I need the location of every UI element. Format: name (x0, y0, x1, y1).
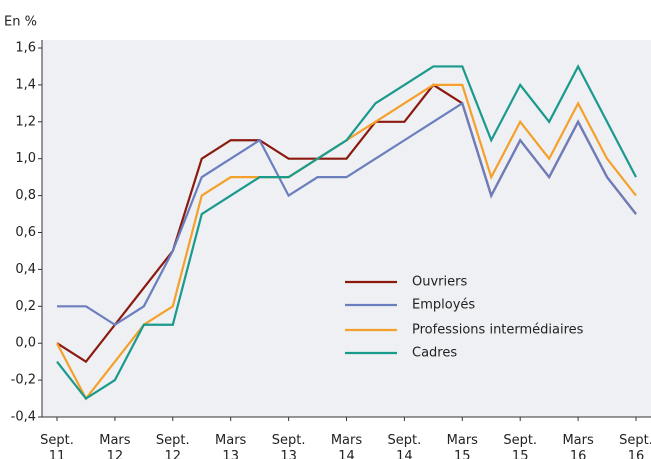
x-tick-label: Sept. 15 (503, 433, 537, 459)
line-series (57, 101, 637, 327)
y-tick-label: 1,2 (15, 114, 36, 129)
x-tick-label: Mars 13 (215, 433, 247, 459)
x-tick-label: Sept. 11 (40, 433, 74, 459)
y-tick-label: -0,2 (11, 373, 36, 388)
x-tick-label: Sept. 12 (156, 433, 190, 459)
y-tick-label: 0,4 (15, 262, 36, 277)
x-tick-label: Mars 15 (447, 433, 479, 459)
legend-label: Professions intermédiaires (412, 323, 584, 338)
y-tick-label: -0,4 (11, 410, 36, 425)
x-tick-label: Mars 16 (562, 433, 594, 459)
x-tick-label: Sept. 14 (388, 433, 422, 459)
x-tick-label: Mars 14 (331, 433, 363, 459)
legend-label: Ouvriers (412, 275, 467, 290)
y-axis-label: En % (4, 15, 37, 30)
x-tick-label: Sept. 13 (272, 433, 306, 459)
y-tick-label: 1,4 (15, 77, 36, 92)
legend-label: Employés (412, 298, 475, 313)
plot-area (42, 40, 651, 417)
y-tick-label: 1,0 (15, 151, 36, 166)
x-tick-label: Sept. 16 (619, 433, 651, 459)
y-tick-label: 1,6 (15, 41, 36, 56)
y-tick-label: 0,0 (15, 336, 36, 351)
y-tick-label: 0,8 (15, 188, 36, 203)
y-tick-label: 0,6 (15, 225, 36, 240)
line-series (56, 64, 637, 401)
legend-label: Cadres (412, 346, 457, 361)
x-tick-label: Mars 12 (99, 433, 131, 459)
y-tick-label: 0,2 (15, 299, 36, 314)
